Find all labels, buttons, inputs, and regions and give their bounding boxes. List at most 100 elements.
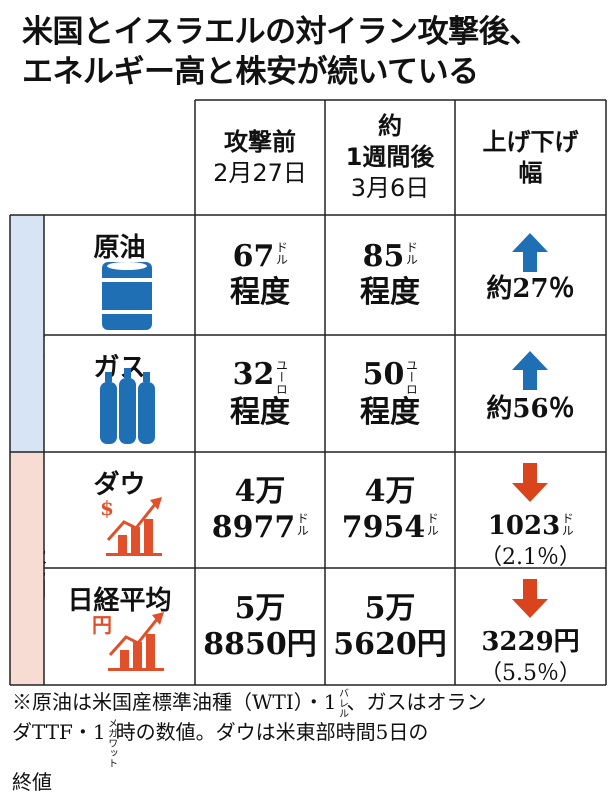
unit: ユーロ (404, 358, 419, 395)
value-text: 1023 (487, 511, 561, 541)
unit: ユーロ (274, 358, 289, 395)
value-text: 3229円 (481, 627, 580, 657)
up-arrow (512, 233, 548, 390)
footnote-text: 、ガスはオラン (346, 690, 487, 714)
row-name: ガス (44, 335, 195, 452)
row-name-text: ダウ (93, 470, 146, 500)
value-cell: 85ドル 程度 (325, 215, 455, 335)
unit: ドル (425, 512, 440, 536)
unit: ドル (274, 241, 289, 265)
value-cell: 32ユーロ 程度 (195, 335, 325, 452)
value-line: 1023ドル (487, 510, 575, 542)
unit: ドル (295, 512, 310, 536)
row-name-text: 原油 (93, 233, 146, 263)
header-text: 攻撃前 (224, 127, 296, 156)
change-cell: 3229円 （5.5％） (455, 568, 606, 686)
value-line: 程度 (230, 275, 290, 311)
change-cell: 約56％ (455, 335, 606, 452)
value-text: 約27％ (486, 274, 575, 304)
value-text: 程度 (230, 275, 290, 310)
footnote-unit: バレル (336, 688, 348, 718)
value-line: 3229円 (481, 626, 579, 658)
value-line: 程度 (230, 395, 290, 431)
footnote-text: 時の数値。ダウは米東部時間5日の (115, 720, 429, 744)
header-text: 3月6日 (350, 174, 430, 202)
value-text: 8850円 (203, 626, 317, 662)
value-line: 程度 (360, 395, 420, 431)
value-cell: 4万 8977ドル (195, 452, 325, 568)
value-line: 5万 (365, 591, 416, 627)
value-line: 程度 (360, 275, 420, 311)
footnote-text: 終値 (12, 770, 52, 794)
header-text: 1週間後 (345, 143, 435, 171)
value-cell: 50ユーロ 程度 (325, 335, 455, 452)
svg-text:円: 円 (92, 613, 112, 637)
value-line: 32ユーロ (232, 356, 289, 395)
value-line: 5620円 (333, 627, 447, 663)
header-text: 上げ下げ (482, 127, 579, 156)
value-text: 程度 (360, 394, 420, 430)
value-line: 4万 (235, 474, 286, 510)
energy-band (10, 215, 44, 452)
change-percent: （2.1％） (480, 545, 581, 570)
title-line: 米国とイスラエルの対イラン攻撃後、 (22, 14, 540, 50)
value-line: 5万 (235, 591, 286, 627)
value-line: 約27％ (486, 273, 574, 305)
barrel-icon (100, 262, 154, 330)
value-text: 85 (362, 239, 405, 274)
value-cell: 67ドル 程度 (195, 215, 325, 335)
unit: ドル (560, 512, 575, 536)
header-text: 2月27日 (213, 158, 307, 187)
value-cell: 5万 5620円 (325, 568, 455, 685)
gas-cylinder-icon (100, 368, 155, 444)
value-line: 85ドル (362, 239, 419, 275)
row-name: 原油 (44, 215, 195, 335)
change-cell: 1023ドル （2.1％） (455, 452, 606, 570)
value-text: 約56％ (486, 394, 575, 424)
footnote-unit: メガワット (105, 718, 117, 768)
unit: ドル (404, 241, 419, 265)
grid (9, 99, 607, 686)
value-line: 8850円 (203, 627, 317, 663)
row-name: 日経平均 (44, 568, 195, 685)
title: 米国とイスラエルの対イラン攻撃後、 エネルギー高と株安が続いている (22, 12, 540, 92)
value-line: 50ユーロ (362, 356, 419, 395)
value-text: 32 (232, 356, 275, 392)
dollar-chart-icon: $ (100, 496, 162, 556)
value-text: 8977 (211, 510, 296, 545)
footnote-text: ダTTF・1 (12, 720, 106, 744)
row-name-text: 日経平均 (67, 586, 172, 616)
stock-band (10, 452, 44, 685)
value-text: 50 (362, 356, 405, 392)
value-text: 程度 (360, 275, 420, 310)
header-cell: 約 1週間後 3月6日 (325, 100, 455, 215)
footnote-text: ※原油は米国産標準油種（WTI）・1 (12, 690, 337, 714)
value-text: 5万 (364, 590, 416, 626)
value-text: 程度 (230, 394, 290, 430)
value-text: 4万 (364, 474, 416, 509)
change-cell: 約27％ (455, 215, 606, 335)
header-cell: 攻撃前 2月27日 (195, 100, 325, 215)
header-text: 約 (378, 112, 402, 140)
value-text: 5620円 (333, 626, 447, 662)
value-line: 67ドル (233, 239, 289, 275)
down-arrow (512, 463, 548, 618)
header-text: 幅 (518, 158, 543, 187)
title-line: エネルギー高と株安が続いている (22, 54, 479, 90)
value-text: 7954 (341, 510, 426, 545)
header-cell: 上げ下げ幅 (455, 100, 606, 215)
value-cell: 4万 7954ドル (325, 452, 455, 568)
svg-text:$: $ (100, 496, 114, 520)
value-cell: 5万 8850円 (195, 568, 325, 685)
value-text: 4万 (234, 474, 286, 509)
value-text: 5万 (234, 590, 286, 626)
value-line: 約56％ (486, 393, 574, 425)
value-line: 4万 (365, 474, 416, 510)
yen-chart-icon: 円 (92, 612, 164, 671)
value-line: 8977ドル (211, 510, 310, 546)
footnote: ※原油は米国産標準油種（WTI）・1バレル、ガスはオランダTTF・1メガワット時… (12, 688, 608, 797)
change-percent: （5.5％） (480, 661, 581, 686)
row-name-text: ガス (93, 353, 146, 383)
